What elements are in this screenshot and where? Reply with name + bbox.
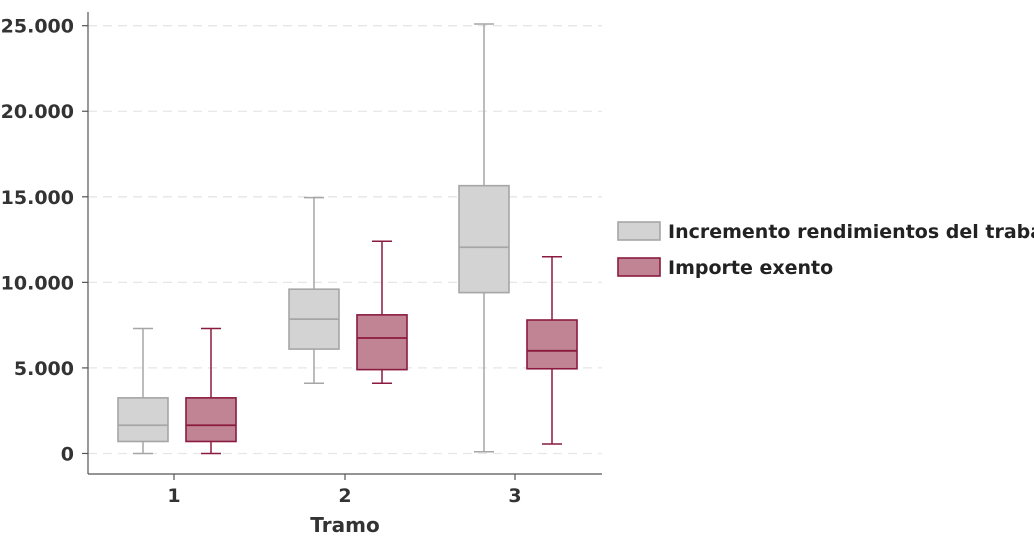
legend: Incremento rendimientos del trabajo Impor… xyxy=(617,221,1034,279)
y-tick-label: 25.000 xyxy=(1,16,74,38)
iqr-box xyxy=(526,319,578,370)
y-ticks: 0 5.000 10.000 15.000 20.000 25.000 xyxy=(1,16,88,465)
iqr-box xyxy=(185,397,237,443)
legend-swatch xyxy=(617,221,661,241)
boxes xyxy=(117,23,578,455)
x-tick-label: 3 xyxy=(508,485,521,507)
x-ticks: 1 2 3 xyxy=(167,474,522,507)
x-tick-label: 2 xyxy=(338,485,351,507)
iqr-box xyxy=(458,184,510,294)
box-exento-tramo-2 xyxy=(356,240,408,385)
box-incremento-tramo-3 xyxy=(458,23,510,453)
legend-item: Importe exento xyxy=(617,257,833,279)
box-incremento-tramo-2 xyxy=(288,196,340,385)
grid-lines xyxy=(88,25,602,455)
legend-label: Importe exento xyxy=(668,257,833,279)
box-exento-tramo-1 xyxy=(185,327,237,455)
y-tick-label: 10.000 xyxy=(1,272,74,294)
iqr-box xyxy=(356,314,408,371)
y-tick-label: 15.000 xyxy=(1,187,74,209)
legend-item: Incremento rendimientos del trabajo xyxy=(617,221,1034,243)
x-axis-title: Tramo xyxy=(310,513,379,537)
legend-swatch xyxy=(617,257,661,277)
y-tick-label: 0 xyxy=(61,443,74,465)
box-incremento-tramo-1 xyxy=(117,327,169,455)
y-tick-label: 5.000 xyxy=(14,358,74,380)
legend-label: Incremento rendimientos del trabajo xyxy=(668,221,1034,243)
iqr-box xyxy=(117,397,169,443)
box-exento-tramo-3 xyxy=(526,255,578,445)
x-tick-label: 1 xyxy=(167,485,180,507)
y-tick-label: 20.000 xyxy=(1,101,74,123)
